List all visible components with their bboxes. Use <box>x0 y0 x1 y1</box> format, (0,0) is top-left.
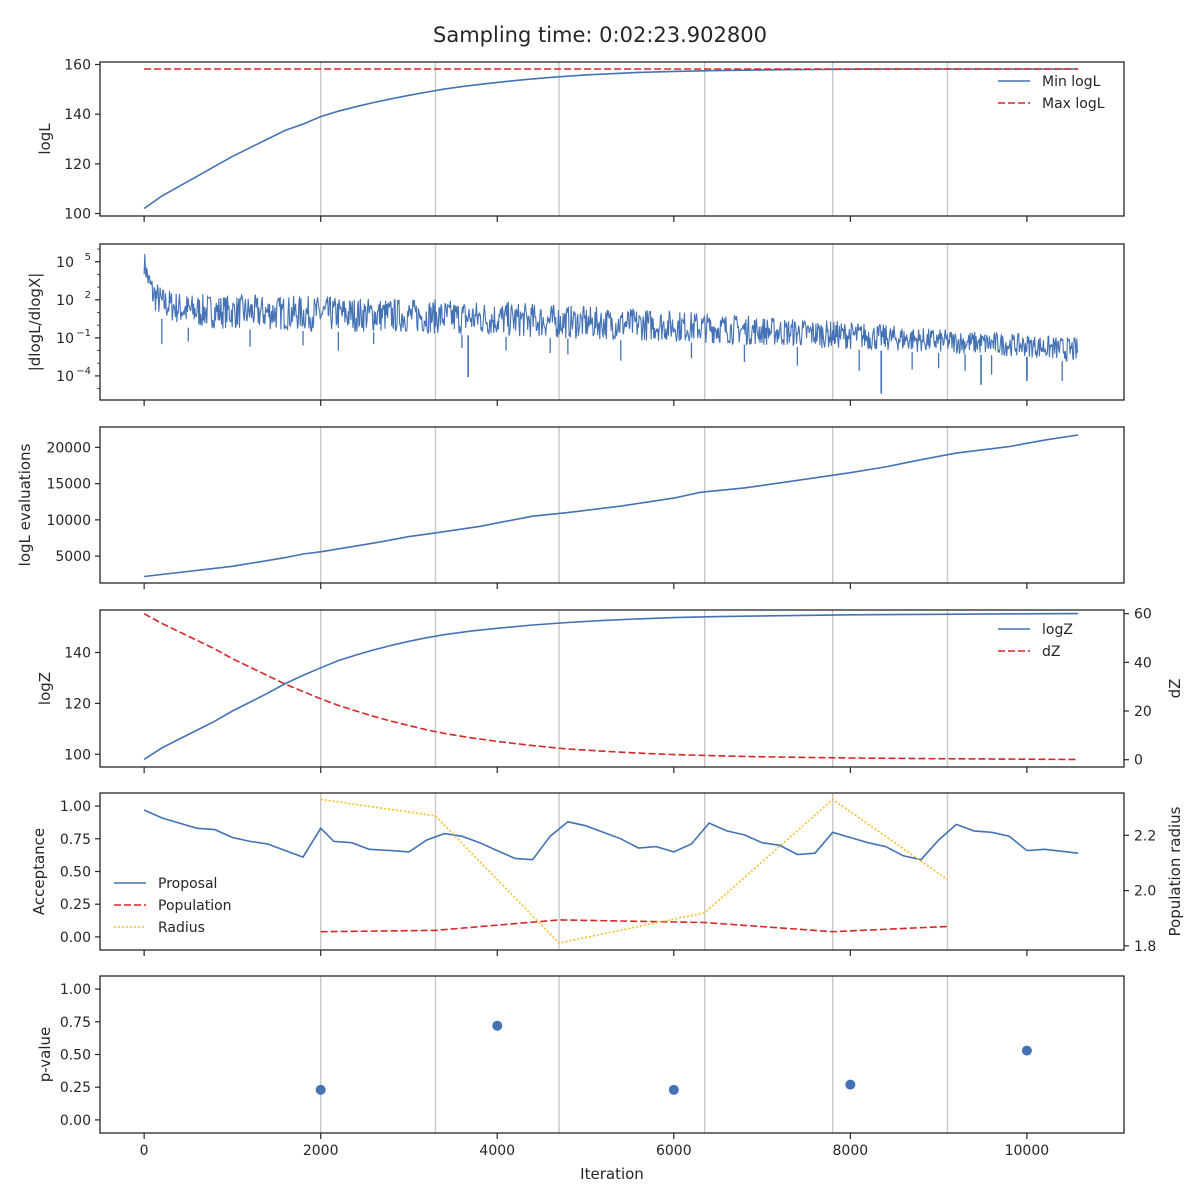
y2-tick-label: 60 <box>1134 607 1152 623</box>
y-tick-label-exponent: −1 <box>76 328 91 339</box>
plot-area <box>143 62 1079 216</box>
y-tick-label: 10000 <box>46 513 91 529</box>
y-tick-label: 0.00 <box>60 1113 91 1129</box>
y2-tick-label: 1.8 <box>1134 939 1156 955</box>
legend-label: Proposal <box>158 876 217 892</box>
x-tick-label: 6000 <box>656 1143 692 1159</box>
y-tick-label-exponent: 2 <box>85 290 91 301</box>
y-tick-label: 1.00 <box>60 799 91 815</box>
x-tick-label: 4000 <box>479 1143 515 1159</box>
y-axis-label: Acceptance <box>30 828 48 915</box>
panel-p4: 100 120 140 0 20 40 60 dZ logZ logZ dZ <box>36 607 1184 773</box>
y-tick-label: 140 <box>64 107 91 123</box>
series-line <box>144 434 1079 578</box>
plot-area <box>144 427 1079 583</box>
y-tick-label: 10 <box>56 293 74 309</box>
axes-frame <box>99 609 1125 768</box>
axes-frame <box>99 426 1125 584</box>
panel-p1: 100 120 140 160 logL Min logL Max logL <box>36 57 1125 223</box>
axes-frame <box>99 975 1125 1134</box>
plot-area <box>315 976 1032 1133</box>
panel-p6: 0.00 0.25 0.50 0.75 1.00 p-value 0 2000 4000 6000… <box>36 975 1125 1159</box>
y-axis-label: logL <box>36 123 54 155</box>
legend-label: Radius <box>158 920 205 936</box>
y-axis-label: p-value <box>36 1027 54 1083</box>
legend-label: dZ <box>1042 644 1060 660</box>
y-tick-label: 0.50 <box>60 865 91 881</box>
y-tick-label-exponent: 5 <box>85 252 91 263</box>
y-tick-label: 100 <box>64 207 91 223</box>
y-tick-label: 15000 <box>46 477 91 493</box>
y-tick-label: 10 <box>56 369 74 385</box>
series-line <box>143 612 1079 761</box>
data-point <box>1021 1045 1032 1056</box>
series-line <box>143 68 1079 210</box>
y2-tick-label: 2.2 <box>1134 828 1156 844</box>
plot-area <box>143 244 1079 400</box>
plot-area <box>143 610 1079 767</box>
data-point <box>668 1084 679 1095</box>
y-tick-label: 0.25 <box>60 897 91 913</box>
y-tick-label: 160 <box>64 57 91 73</box>
series-line <box>143 809 1079 861</box>
y-tick-label: 5000 <box>55 549 91 565</box>
legend-label: Max logL <box>1042 96 1105 112</box>
y-tick-label-exponent: −4 <box>76 366 91 377</box>
series-line <box>320 919 948 933</box>
y2-tick-label: 0 <box>1134 753 1143 769</box>
series-line <box>320 798 948 944</box>
x-tick-label: 2000 <box>303 1143 339 1159</box>
y2-axis-label: dZ <box>1166 679 1184 699</box>
y-tick-label: 140 <box>64 645 91 661</box>
y-tick-label: 20000 <box>46 440 91 456</box>
x-axis-label: Iteration <box>580 1165 644 1183</box>
y-tick-label: 0.50 <box>60 1048 91 1064</box>
plot-area <box>143 793 1079 950</box>
series-line <box>143 612 1079 761</box>
y-tick-label: 0.75 <box>60 1015 91 1031</box>
y2-tick-label: 40 <box>1134 655 1152 671</box>
panel-p3: 5000 10000 15000 20000 logL evaluations <box>16 426 1125 589</box>
y2-tick-label: 20 <box>1134 704 1152 720</box>
data-point <box>315 1084 326 1095</box>
y-tick-label: 100 <box>64 747 91 763</box>
y2-tick-label: 2.0 <box>1134 884 1156 900</box>
axes-frame <box>99 243 1125 401</box>
y-tick-label: 120 <box>64 157 91 173</box>
legend-label: Population <box>158 898 232 914</box>
y-tick-label: 10 <box>56 255 74 271</box>
y-axis-label: logL evaluations <box>16 443 34 566</box>
panel-p5: 0.00 0.25 0.50 0.75 1.00 1.8 2.0 2.2 Population … <box>30 792 1184 956</box>
y-axis-label: |dlogL/dlogX| <box>26 273 44 372</box>
x-tick-label: 8000 <box>833 1143 869 1159</box>
series-line <box>143 253 1079 362</box>
y-tick-label: 0.25 <box>60 1080 91 1096</box>
x-tick-label: 10000 <box>1005 1143 1050 1159</box>
x-tick-label: 0 <box>140 1143 149 1159</box>
y-tick-label: 0.00 <box>60 930 91 946</box>
legend-label: Min logL <box>1042 74 1101 90</box>
figure-title: Sampling time: 0:02:23.902800 <box>433 23 767 47</box>
y2-axis-label: Population radius <box>1166 806 1184 936</box>
data-point <box>845 1079 856 1090</box>
y-tick-label: 120 <box>64 696 91 712</box>
y-tick-label: 1.00 <box>60 982 91 998</box>
axes-frame <box>99 61 1125 217</box>
axes-frame <box>99 792 1125 951</box>
y-tick-label: 0.75 <box>60 832 91 848</box>
legend-label: logZ <box>1042 622 1073 638</box>
data-point <box>492 1020 503 1031</box>
y-axis-label: logZ <box>36 672 54 705</box>
y-tick-label: 10 <box>56 331 74 347</box>
